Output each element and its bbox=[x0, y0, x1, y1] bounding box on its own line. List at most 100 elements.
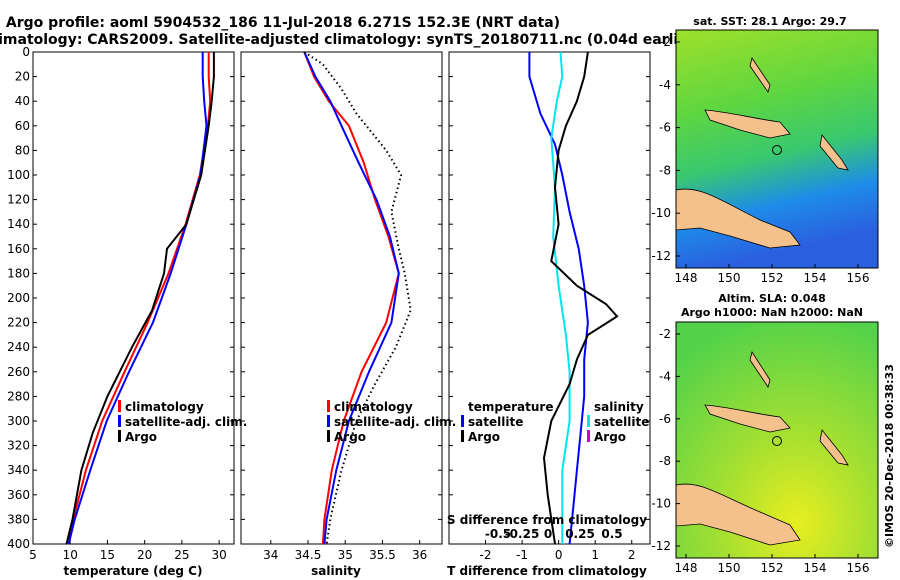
depth-tick-label: 400 bbox=[7, 537, 30, 551]
legend-climatology: climatology bbox=[334, 400, 413, 414]
depth-tick-label: 80 bbox=[15, 143, 30, 157]
sst-map: sat. SST: 28.1 Argo: 29.7 148 150 152 154 15… bbox=[651, 15, 879, 285]
salinity-x-ticks: 34 34.5 35 35.5 36 bbox=[241, 51, 442, 562]
x-tick-label: 35 bbox=[338, 548, 353, 562]
sst-axis-ticks: 148 150 152 154 156 -2 -4 -6 -8 -10 -12 bbox=[651, 35, 869, 285]
series-line-s-satellite bbox=[550, 51, 571, 544]
s-difference-legend: salinity satellite Argo bbox=[587, 400, 649, 444]
difference-lines bbox=[528, 51, 619, 545]
title-line2: Climatology: CARS2009. Satellite-adjuste… bbox=[0, 32, 701, 48]
sla-frame bbox=[675, 321, 879, 559]
map-y-tick-label: -2 bbox=[659, 35, 671, 49]
depth-tick-label: 0 bbox=[22, 45, 30, 59]
temperature-legend: climatology satellite-adj. clim. Argo bbox=[118, 400, 247, 444]
depth-tick-label: 160 bbox=[7, 242, 30, 256]
depth-tick-label: 180 bbox=[7, 266, 30, 280]
series-line-argo bbox=[303, 51, 412, 545]
legend-salinity-heading: salinity bbox=[594, 400, 644, 414]
legend-s-argo-swatch bbox=[587, 430, 590, 442]
new-guinea-land bbox=[675, 188, 801, 249]
depth-tick-label: 380 bbox=[7, 512, 30, 526]
legend-t-satellite-swatch bbox=[461, 415, 464, 427]
map-x-tick-label: 154 bbox=[804, 271, 827, 285]
depth-tick-label: 240 bbox=[7, 340, 30, 354]
depth-tick-label: 260 bbox=[7, 365, 30, 379]
series-line-climatology bbox=[67, 52, 212, 545]
depth-tick-label: 280 bbox=[7, 389, 30, 403]
x-tick-label: -1 bbox=[516, 548, 528, 562]
series-line-climatology bbox=[303, 51, 400, 545]
depth-tick-label: 140 bbox=[7, 217, 30, 231]
depth-tick-label: 320 bbox=[7, 439, 30, 453]
new-ireland-land bbox=[749, 57, 771, 93]
legend-s-argo: Argo bbox=[594, 430, 626, 444]
salinity-panel: 34 34.5 35 35.5 36 salinity climatology sate… bbox=[240, 51, 456, 578]
s-difference-ticks: -0.5-0.25 0 0.25 0.5 bbox=[485, 527, 623, 541]
temperature-panel: 5 10 15 20 25 30 temperature (deg C) climatol… bbox=[29, 51, 247, 578]
legend-s-satellite-swatch bbox=[587, 415, 590, 427]
difference-x-ticks: -2 -1 0 1 2 bbox=[449, 51, 650, 562]
x-tick-label: 1 bbox=[591, 548, 599, 562]
x-tick-label: 34.5 bbox=[295, 548, 322, 562]
x-tick-label: 2 bbox=[628, 548, 636, 562]
legend-s-satellite: satellite bbox=[594, 415, 649, 429]
difference-xlabel-top: S difference from climatology bbox=[447, 513, 647, 527]
map-y-tick-label: -2 bbox=[659, 327, 671, 341]
map-x-tick-label: 152 bbox=[761, 561, 784, 575]
s-tick-label: 0 bbox=[544, 527, 552, 541]
temperature-x-ticks: 5 10 15 20 25 30 bbox=[29, 51, 234, 562]
x-tick-label: 15 bbox=[100, 548, 115, 562]
legend-argo-swatch bbox=[118, 430, 121, 442]
new-britain-land bbox=[704, 109, 791, 139]
legend-argo-swatch bbox=[327, 430, 330, 442]
series-line-t-argo bbox=[542, 51, 619, 545]
depth-tick-label: 40 bbox=[15, 94, 30, 108]
x-tick-label: 34 bbox=[263, 548, 278, 562]
sst-map-title: sat. SST: 28.1 Argo: 29.7 bbox=[693, 15, 846, 28]
depth-tick-label: 360 bbox=[7, 488, 30, 502]
new-britain-land bbox=[704, 404, 791, 433]
temperature-lines bbox=[65, 52, 215, 545]
depth-tick-label: 300 bbox=[7, 414, 30, 428]
temperature-xlabel: temperature (deg C) bbox=[64, 564, 203, 578]
series-line-satellite-adj-clim- bbox=[67, 52, 208, 545]
depth-tick-label: 200 bbox=[7, 291, 30, 305]
s-tick-label: 0.25 bbox=[565, 527, 595, 541]
x-tick-label: 30 bbox=[211, 548, 226, 562]
sla-map: Altim. SLA: 0.048 Argo h1000: NaN h2000:… bbox=[651, 292, 879, 575]
title-line1: Argo profile: aoml 5904532_186 11-Jul-20… bbox=[6, 15, 560, 31]
salinity-legend: climatology satellite-adj. clim. Argo bbox=[327, 400, 456, 444]
depth-axis-labels: 0 20 40 60 80 100 120 140 160 180 200 220 240 260 280 3… bbox=[7, 45, 30, 551]
sla-map-title2: Argo h1000: NaN h2000: NaN bbox=[681, 306, 863, 319]
salinity-xlabel: salinity bbox=[311, 564, 361, 578]
bougainville-land bbox=[819, 134, 849, 171]
sst-frame bbox=[675, 29, 879, 269]
legend-t-argo-swatch bbox=[461, 430, 464, 442]
map-y-tick-label: -4 bbox=[659, 369, 671, 383]
s-tick-label: 0.5 bbox=[601, 527, 622, 541]
salinity-lines bbox=[303, 51, 412, 545]
sla-axis-ticks: 148 150 152 154 156 -2 -4 -6 -8 -10 -12 bbox=[651, 327, 869, 575]
depth-tick-label: 220 bbox=[7, 316, 30, 330]
bougainville-land bbox=[819, 429, 849, 466]
legend-satellite-swatch bbox=[327, 415, 330, 427]
legend-satellite-swatch bbox=[118, 415, 121, 427]
map-x-tick-label: 152 bbox=[761, 271, 784, 285]
series-line-argo bbox=[65, 52, 215, 545]
depth-tick-label: 20 bbox=[15, 70, 30, 84]
x-tick-label: 36 bbox=[412, 548, 427, 562]
legend-temperature-heading: temperature bbox=[468, 400, 553, 414]
x-tick-label: 10 bbox=[63, 548, 78, 562]
credit-text: ©IMOS 20-Dec-2018 00:38:33 bbox=[883, 364, 896, 548]
depth-tick-label: 340 bbox=[7, 463, 30, 477]
x-tick-label: -2 bbox=[480, 548, 492, 562]
legend-climatology-swatch bbox=[118, 400, 121, 412]
legend-t-argo: Argo bbox=[468, 430, 500, 444]
depth-tick-label: 120 bbox=[7, 193, 30, 207]
map-y-tick-label: -12 bbox=[651, 539, 671, 553]
x-tick-label: 20 bbox=[137, 548, 152, 562]
difference-panel: -2 -1 0 1 2 T difference from climatology S … bbox=[447, 51, 651, 578]
map-y-tick-label: -4 bbox=[659, 78, 671, 92]
map-y-tick-label: -10 bbox=[651, 497, 671, 511]
